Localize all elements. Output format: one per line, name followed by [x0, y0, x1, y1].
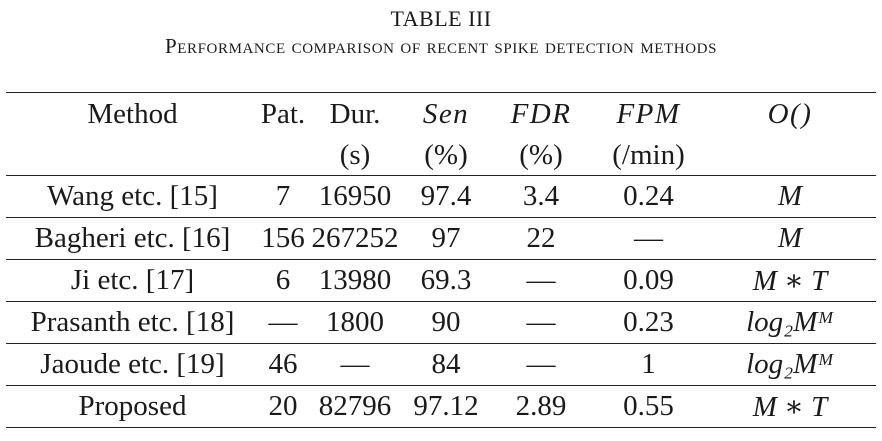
cell-sensitivity: 90	[403, 301, 489, 344]
cell-fpm: 0.23	[593, 301, 704, 344]
cell-duration: 16950	[307, 175, 403, 218]
cell-complexity: M	[704, 175, 876, 218]
cell-fdr: —	[489, 343, 593, 386]
table-row: Ji etc. [17] 6 13980 69.3 — 0.09 M ∗ T	[6, 259, 876, 302]
cell-sensitivity: 97.4	[403, 175, 489, 218]
table-number: TABLE III	[390, 6, 492, 31]
cell-complexity: log₂Mᴹ	[704, 301, 876, 344]
cell-fpm: 0.55	[593, 385, 704, 428]
header-unit-fdr: (%)	[519, 138, 563, 171]
header-fdr: FDR	[489, 92, 593, 135]
cell-method: Ji etc. [17]	[6, 259, 259, 302]
cell-complexity: M	[704, 217, 876, 260]
header-patients: Pat.	[259, 92, 307, 135]
cell-duration: 82796	[307, 385, 403, 428]
cell-fdr: 22	[489, 217, 593, 260]
table-row: Bagheri etc. [16] 156 267252 97 22 — M	[6, 217, 876, 260]
cell-fpm: 0.09	[593, 259, 704, 302]
header-fpm: FPM	[593, 92, 704, 135]
header-row-1: Method Pat. Dur. Sen FDR FPM O()	[6, 92, 876, 135]
header-unit-method	[6, 135, 259, 176]
cell-fdr: —	[489, 259, 593, 302]
table-row: Proposed 20 82796 97.12 2.89 0.55 M ∗ T	[6, 385, 876, 428]
header-unit-fpm: (/min)	[612, 138, 685, 171]
cell-sensitivity: 97	[403, 217, 489, 260]
header-duration: Dur.	[307, 92, 403, 135]
table-row: Wang etc. [15] 7 16950 97.4 3.4 0.24 M	[6, 175, 876, 218]
cell-sensitivity: 84	[403, 343, 489, 386]
cell-fdr: 3.4	[489, 175, 593, 218]
performance-table: Method Pat. Dur. Sen FDR FPM O() (s) (%)…	[6, 92, 876, 428]
cell-fpm: 0.24	[593, 175, 704, 218]
header-sensitivity: Sen	[403, 92, 489, 135]
cell-patients: —	[259, 301, 307, 344]
cell-patients: 20	[259, 385, 307, 428]
cell-patients: 7	[259, 175, 307, 218]
cell-patients: 6	[259, 259, 307, 302]
table-row: Prasanth etc. [18] — 1800 90 — 0.23 log₂…	[6, 301, 876, 344]
table-row: Jaoude etc. [19] 46 — 84 — 1 log₂Mᴹ	[6, 343, 876, 386]
header-method: Method	[6, 92, 259, 135]
cell-fpm: —	[593, 217, 704, 260]
cell-duration: —	[307, 343, 403, 386]
cell-sensitivity: 69.3	[403, 259, 489, 302]
cell-fpm: 1	[593, 343, 704, 386]
cell-method: Wang etc. [15]	[6, 175, 259, 218]
cell-fdr: —	[489, 301, 593, 344]
cell-duration: 13980	[307, 259, 403, 302]
cell-complexity: M ∗ T	[704, 259, 876, 302]
header-row-2: (s) (%) (%) (/min)	[6, 135, 876, 176]
table-caption: TABLE III Performance comparison of rece…	[0, 0, 882, 60]
header-unit-sensitivity: (%)	[424, 138, 468, 171]
header-unit-complexity	[704, 135, 876, 176]
cell-method: Jaoude etc. [19]	[6, 343, 259, 386]
header-unit-duration: (s)	[339, 138, 371, 171]
cell-duration: 267252	[307, 217, 403, 260]
cell-method: Prasanth etc. [18]	[6, 301, 259, 344]
cell-fdr: 2.89	[489, 385, 593, 428]
cell-complexity: M ∗ T	[704, 385, 876, 428]
cell-method: Proposed	[6, 385, 259, 428]
cell-patients: 46	[259, 343, 307, 386]
cell-duration: 1800	[307, 301, 403, 344]
table-title: Performance comparison of recent spike d…	[164, 34, 718, 58]
cell-complexity: log₂Mᴹ	[704, 343, 876, 386]
header-complexity: O()	[704, 92, 876, 135]
cell-patients: 156	[259, 217, 307, 260]
cell-method: Bagheri etc. [16]	[6, 217, 259, 260]
header-unit-patients	[259, 135, 307, 176]
cell-sensitivity: 97.12	[403, 385, 489, 428]
